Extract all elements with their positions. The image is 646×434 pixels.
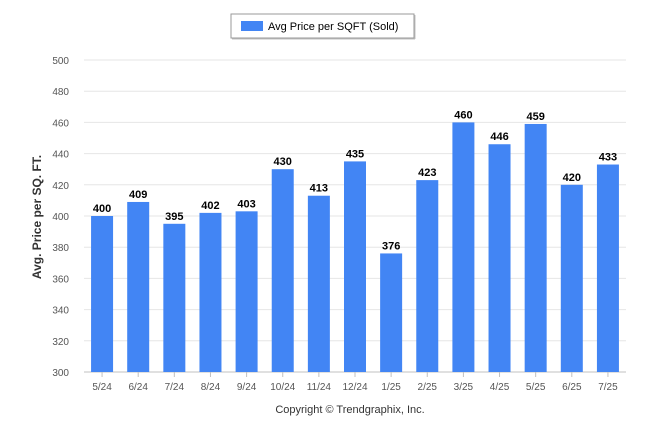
- data-label: 435: [346, 148, 364, 160]
- x-tick-label: 6/24: [128, 382, 148, 393]
- data-label: 400: [93, 203, 111, 215]
- data-label: 395: [165, 211, 183, 223]
- y-tick-label: 360: [52, 274, 69, 285]
- bar: [596, 164, 619, 372]
- data-labels: 400 409 395 402 403 430 413 435 376 423 460 446 459 4…: [93, 109, 617, 252]
- x-tick-label: 11/24: [307, 382, 332, 393]
- y-tick-label: 500: [52, 56, 69, 67]
- y-axis-ticks: 300 320 340 360 380 400 420 440 460 480 500: [52, 56, 69, 379]
- bar: [344, 161, 366, 372]
- x-tick-label: 5/24: [92, 382, 112, 393]
- x-tick-label: 7/25: [598, 382, 618, 393]
- copyright-credit: Copyright © Trendgraphix, Inc.: [275, 404, 424, 416]
- data-label: 402: [201, 200, 219, 212]
- data-label: 403: [237, 198, 255, 210]
- bar: [271, 169, 294, 372]
- y-tick-label: 480: [52, 87, 69, 98]
- y-tick-label: 340: [52, 306, 69, 317]
- x-tick-label: 7/24: [165, 382, 185, 393]
- data-label: 446: [490, 131, 508, 143]
- bar: [163, 223, 186, 372]
- bar: [488, 144, 511, 372]
- data-label: 430: [274, 156, 292, 168]
- bar: [560, 184, 583, 372]
- legend: Avg Price per SQFT (Sold): [230, 13, 416, 40]
- data-label: 420: [563, 172, 581, 184]
- bar: [380, 253, 403, 372]
- x-tick-label: 8/24: [201, 382, 221, 393]
- data-label: 459: [526, 111, 544, 123]
- x-tick-label: 4/25: [490, 382, 510, 393]
- bar: [235, 211, 258, 372]
- x-tick-label: 12/24: [342, 382, 367, 393]
- data-label: 433: [599, 152, 617, 164]
- data-label: 460: [454, 109, 472, 121]
- y-tick-label: 380: [52, 243, 69, 254]
- legend-swatch: [241, 21, 263, 31]
- bar: [524, 123, 547, 373]
- y-tick-label: 460: [52, 118, 69, 129]
- bar: [91, 216, 114, 372]
- legend-label: Avg Price per SQFT (Sold): [268, 21, 398, 33]
- x-axis-ticks: 5/24 6/24 7/24 8/24 9/24 10/24 11/24 12/24 1/25 2…: [92, 372, 618, 393]
- bars: [91, 122, 619, 373]
- bar: [452, 122, 475, 373]
- bar: [199, 212, 222, 372]
- bar: [127, 201, 150, 372]
- x-tick-label: 1/25: [381, 382, 401, 393]
- y-axis-label: Avg. Price per SQ. FT.: [30, 155, 44, 279]
- y-tick-label: 320: [52, 337, 69, 348]
- data-label: 423: [418, 167, 436, 179]
- y-tick-label: 440: [52, 150, 69, 161]
- data-label: 409: [129, 189, 147, 201]
- bar: [307, 195, 330, 372]
- y-tick-label: 300: [52, 368, 69, 379]
- x-tick-label: 10/24: [270, 382, 295, 393]
- x-tick-label: 9/24: [237, 382, 257, 393]
- x-tick-label: 2/25: [418, 382, 438, 393]
- x-tick-label: 5/25: [526, 382, 546, 393]
- x-tick-label: 3/25: [454, 382, 474, 393]
- y-tick-label: 400: [52, 212, 69, 223]
- data-label: 413: [310, 183, 328, 195]
- data-label: 376: [382, 240, 400, 252]
- y-tick-label: 420: [52, 181, 69, 192]
- x-tick-label: 6/25: [562, 382, 582, 393]
- bar: [416, 180, 439, 372]
